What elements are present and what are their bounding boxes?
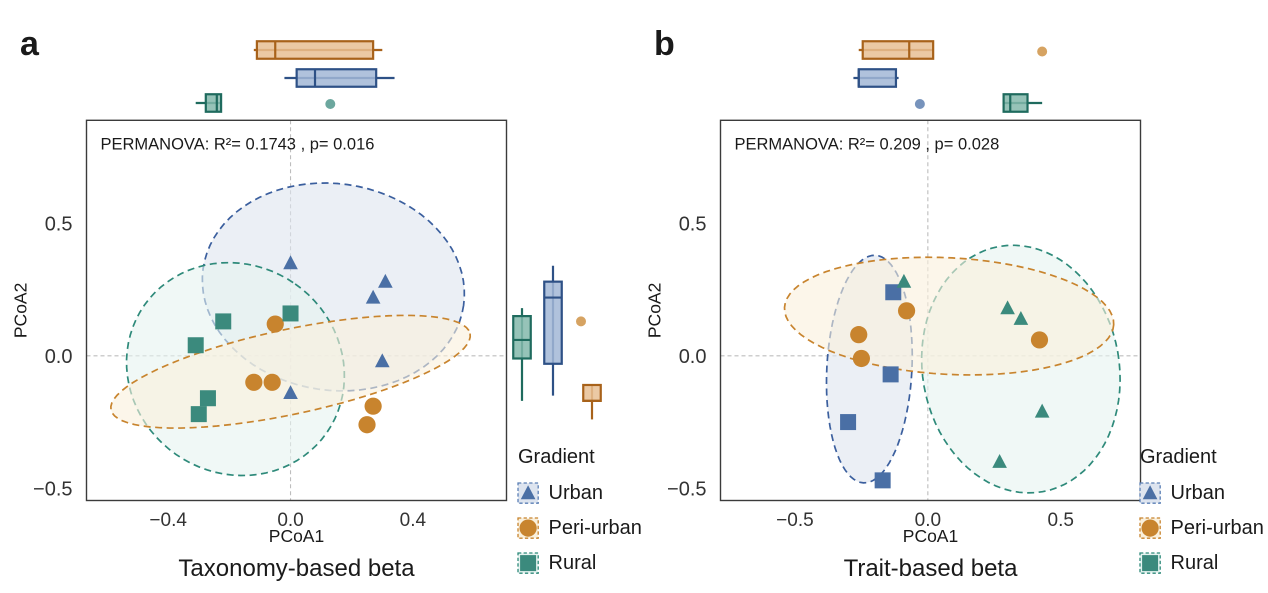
svg-text:0.0: 0.0 — [679, 346, 707, 368]
svg-text:0.5: 0.5 — [1048, 510, 1074, 531]
svg-text:b: b — [654, 25, 675, 63]
svg-text:0.5: 0.5 — [679, 213, 707, 235]
svg-text:0.4: 0.4 — [400, 510, 427, 531]
svg-text:−0.4: −0.4 — [149, 510, 187, 531]
svg-text:Rural: Rural — [1171, 552, 1219, 574]
svg-text:0.0: 0.0 — [45, 346, 73, 368]
svg-text:a: a — [20, 25, 40, 63]
svg-text:Gradient: Gradient — [518, 446, 595, 468]
svg-text:−0.5: −0.5 — [776, 510, 814, 531]
svg-text:−0.5: −0.5 — [667, 478, 706, 500]
svg-text:Trait-based beta: Trait-based beta — [844, 555, 1019, 582]
svg-text:Urban: Urban — [549, 482, 603, 504]
svg-text:PERMANOVA: R²= 0.1743 , p= 0.0: PERMANOVA: R²= 0.1743 , p= 0.016 — [101, 135, 375, 153]
svg-text:−0.5: −0.5 — [33, 478, 72, 500]
svg-text:PERMANOVA: R²= 0.209 , p= 0.02: PERMANOVA: R²= 0.209 , p= 0.028 — [735, 135, 1000, 153]
svg-text:Taxonomy-based beta: Taxonomy-based beta — [178, 555, 415, 582]
svg-text:Peri-urban: Peri-urban — [1171, 517, 1264, 539]
svg-text:Rural: Rural — [549, 552, 597, 574]
svg-text:PCoA1: PCoA1 — [903, 526, 958, 546]
svg-text:0.5: 0.5 — [45, 213, 73, 235]
svg-text:PCoA2: PCoA2 — [11, 283, 31, 338]
svg-text:Gradient: Gradient — [1140, 446, 1217, 468]
svg-text:Urban: Urban — [1171, 482, 1225, 504]
svg-text:Peri-urban: Peri-urban — [549, 517, 642, 539]
svg-text:PCoA2: PCoA2 — [645, 283, 665, 338]
svg-text:PCoA1: PCoA1 — [269, 526, 324, 546]
